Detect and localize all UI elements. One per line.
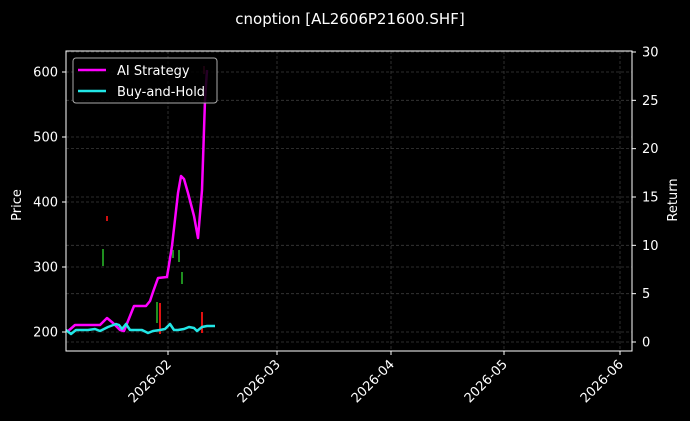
y-tick-label: 400 bbox=[33, 196, 58, 211]
y-tick-label: 500 bbox=[33, 131, 58, 146]
y-tick-label: 600 bbox=[33, 66, 58, 81]
chart-title: cnoption [AL2606P21600.SHF] bbox=[235, 10, 464, 28]
legend: AI Strategy Buy-and-Hold bbox=[72, 57, 218, 104]
y-tick-label-right: 15 bbox=[642, 190, 659, 205]
legend-label-buy-and-hold: Buy-and-Hold bbox=[117, 85, 205, 100]
series-lines bbox=[65, 69, 215, 336]
plot-frame bbox=[65, 50, 633, 352]
y-tick-label-right: 10 bbox=[642, 239, 659, 254]
series-line-1 bbox=[65, 322, 215, 336]
series-line-0 bbox=[66, 69, 209, 333]
y-axis-label-right: Return bbox=[666, 178, 681, 221]
y-tick-label-right: 20 bbox=[642, 142, 659, 157]
y-tick-label-right: 5 bbox=[642, 287, 650, 302]
y-tick-label-right: 30 bbox=[642, 45, 659, 60]
y-tick-label: 200 bbox=[33, 326, 58, 341]
legend-label-ai-strategy: AI Strategy bbox=[117, 64, 190, 79]
y-axis-label-left: Price bbox=[10, 189, 25, 221]
grid bbox=[66, 51, 632, 351]
y-tick-label: 300 bbox=[33, 261, 58, 276]
y-axis-left: 200 300 400 500 600 bbox=[33, 66, 66, 341]
y-tick-label-right: 25 bbox=[642, 94, 659, 109]
y-tick-label-right: 0 bbox=[642, 336, 650, 351]
y-axis-right: 0 5 10 15 20 25 30 bbox=[632, 45, 659, 351]
